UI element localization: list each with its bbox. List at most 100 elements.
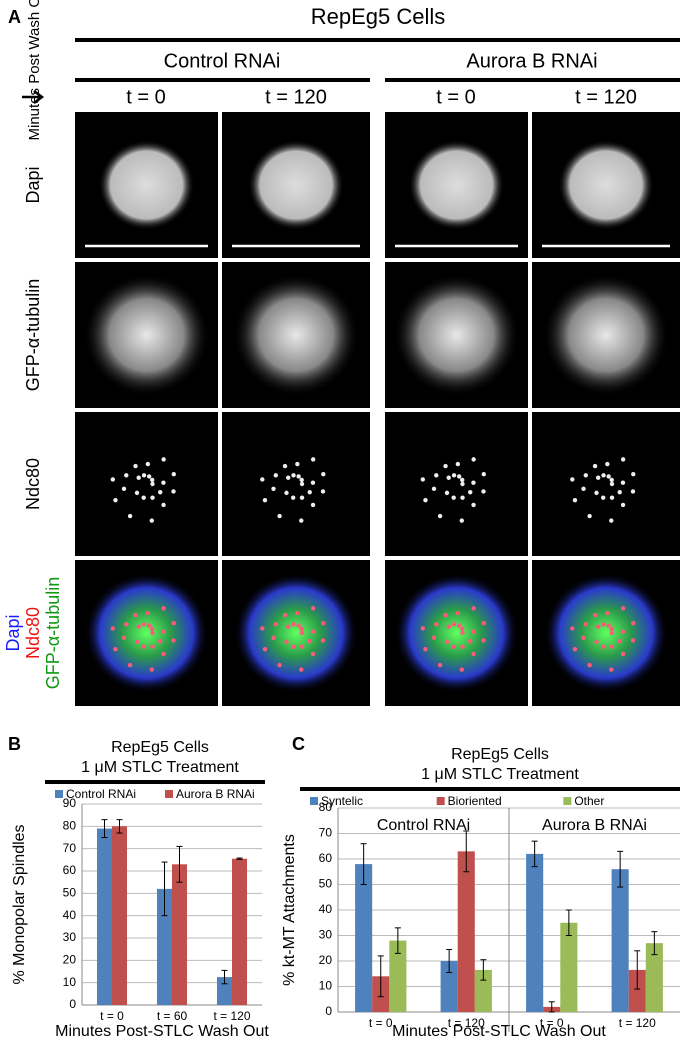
spot	[296, 623, 301, 628]
spot	[310, 606, 316, 611]
spot	[262, 497, 268, 503]
error-bar	[116, 819, 123, 834]
panel-label: B	[8, 734, 21, 754]
x-tick-label: t = 0	[100, 1009, 124, 1023]
spot	[471, 651, 476, 657]
y-tick-label: 80	[63, 819, 77, 833]
y-tick-label: 90	[63, 796, 77, 810]
spot	[299, 667, 304, 672]
error-bar	[101, 819, 108, 838]
panel-label: A	[8, 7, 21, 27]
spot	[310, 502, 316, 508]
y-tick-label: 70	[63, 841, 77, 855]
y-tick-label: 0	[69, 997, 76, 1011]
condition-label: Control RNAi	[164, 50, 281, 72]
spot	[468, 639, 473, 644]
error-bar	[221, 969, 228, 985]
spot	[290, 644, 296, 649]
micrographs	[75, 112, 680, 706]
spot	[605, 461, 610, 467]
y-tick-label: 10	[63, 975, 77, 989]
micrograph	[75, 412, 218, 556]
spot	[594, 490, 599, 496]
spot	[631, 620, 636, 626]
spot	[285, 475, 291, 480]
spot	[124, 622, 129, 627]
row-label: Dapi	[23, 166, 43, 203]
spot	[600, 495, 606, 500]
bar	[440, 961, 458, 1012]
group-label: Aurora B RNAi	[542, 817, 647, 834]
x-axis-label: Minutes Post-STLC Wash Out	[55, 1023, 269, 1040]
chart-title: RepEg5 Cells	[451, 746, 549, 763]
spot	[420, 626, 426, 631]
spot	[262, 646, 268, 652]
spot	[127, 662, 133, 668]
spot	[606, 623, 611, 628]
spot	[150, 644, 155, 649]
spot	[587, 662, 592, 668]
legend-label: Syntelic	[321, 794, 363, 808]
legend-label: Aurora B RNAi	[176, 787, 255, 801]
spot	[295, 610, 300, 616]
y-tick-label: 80	[319, 800, 333, 814]
cell	[84, 573, 209, 693]
error-bar	[634, 950, 641, 990]
spot	[150, 477, 155, 483]
y-tick-label: 20	[63, 953, 77, 967]
error-bar	[176, 845, 183, 883]
spot	[136, 475, 141, 480]
spot	[471, 480, 476, 485]
spot	[443, 612, 448, 618]
spot	[620, 480, 626, 485]
spot	[145, 461, 151, 467]
spot	[271, 635, 276, 641]
spot	[451, 495, 456, 500]
merge-label: Ndc80	[23, 607, 43, 659]
y-tick-label: 50	[63, 886, 77, 900]
spot	[277, 662, 282, 668]
group-label: Control RNAi	[377, 817, 470, 834]
spot	[161, 606, 166, 611]
spot	[572, 497, 578, 503]
spot	[134, 639, 140, 645]
spot	[271, 486, 276, 492]
error-bar	[531, 840, 538, 868]
cell	[234, 275, 358, 395]
spot	[609, 477, 614, 483]
error-bar	[161, 861, 168, 917]
spot	[296, 474, 301, 479]
spot	[291, 622, 296, 627]
spot	[451, 473, 457, 478]
spot	[121, 635, 127, 641]
spot	[307, 639, 312, 644]
arrow	[22, 90, 45, 104]
spot	[609, 495, 615, 500]
legend-label: Other	[574, 794, 604, 808]
merge-label: Dapi	[3, 614, 23, 651]
y-tick-label: 0	[325, 1004, 332, 1018]
spot	[282, 612, 288, 618]
spot	[299, 626, 304, 632]
bar	[355, 864, 373, 1012]
x-axis-label: Minutes Post-STLC Wash Out	[392, 1023, 606, 1040]
spot	[460, 477, 465, 483]
spot	[471, 606, 476, 611]
spot	[171, 489, 176, 494]
panel-label: C	[292, 734, 305, 754]
spot	[581, 486, 586, 492]
spot	[456, 623, 462, 628]
micrograph	[222, 412, 370, 556]
spot	[468, 490, 473, 495]
panel-title: RepEg5 Cells	[311, 4, 446, 29]
spot	[291, 473, 296, 478]
timepoint-label: t = 120	[575, 86, 637, 108]
spot	[171, 638, 176, 643]
spot	[134, 490, 140, 496]
spot	[605, 610, 610, 616]
spot	[146, 623, 152, 628]
spot	[455, 610, 461, 616]
spot	[127, 513, 133, 519]
spot	[136, 624, 141, 629]
error-bar	[480, 959, 487, 981]
